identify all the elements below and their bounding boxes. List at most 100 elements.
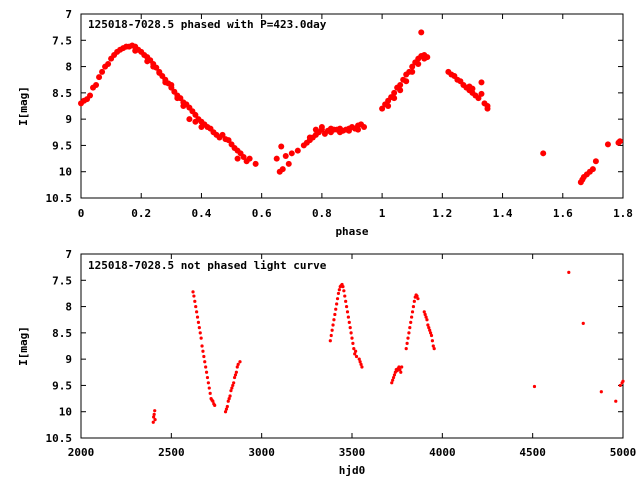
data-point [174,95,181,102]
data-point [397,87,404,94]
data-point [360,365,364,369]
data-point [352,347,356,351]
data-point [589,166,596,173]
data-point [201,349,205,353]
x-tick-label: 2000 [68,446,95,459]
data-point [207,386,211,390]
panel-phased: 125018-7028.5 phased with P=423.0day pha… [17,8,633,238]
data-point [332,318,336,322]
data-point [273,155,280,162]
data-point [344,304,349,309]
data-point [407,331,411,335]
data-point [408,326,412,330]
data-point [614,399,618,403]
data-point [238,360,242,364]
chart-title: 125018-7028.5 not phased light curve [88,259,327,272]
data-point [423,312,427,317]
data-point [318,124,325,131]
data-point [331,323,335,327]
x-tick-label: 0 [78,207,85,220]
x-tick-label: 4000 [429,446,456,459]
x-axis-label: phase [335,225,368,238]
data-point [391,95,398,102]
x-tick-label: 5000 [610,446,637,459]
data-point [400,365,404,369]
data-point [411,304,416,309]
data-point [412,299,416,303]
data-point [285,160,292,167]
data-point [346,315,350,319]
data-point [226,399,230,403]
data-point [567,270,571,274]
data-point [236,362,240,366]
data-point [227,396,231,401]
data-point [379,105,386,112]
data-point [240,153,247,160]
data-point [168,81,175,88]
data-point [234,155,241,162]
x-tick-label: 0.4 [192,207,212,220]
data-point [599,390,603,394]
data-point [406,336,410,340]
data-point [198,331,202,335]
y-tick-label: 7.5 [52,274,72,287]
data-point [397,365,401,369]
data-point [351,341,355,345]
data-point [398,368,402,372]
y-tick-label: 7.5 [52,34,72,47]
data-point [329,333,333,338]
data-point [592,158,599,165]
y-tick-label: 8.5 [52,87,72,100]
data-point [327,129,334,136]
data-point [153,418,157,422]
data-point [330,328,334,332]
data-point [150,63,157,70]
data-point [328,339,332,343]
data-point [213,403,217,408]
data-point [195,315,200,319]
data-points [151,270,625,424]
data-point [336,129,343,136]
data-point [345,310,350,314]
data-point [345,127,352,134]
data-point [225,137,232,144]
data-point [336,291,341,296]
data-point [335,302,339,306]
data-point [409,68,416,75]
data-point [415,294,419,298]
data-point [191,290,195,294]
data-point [341,284,345,289]
x-tick-label: 1.2 [432,207,452,220]
data-point [288,150,295,157]
data-point [391,378,395,382]
data-point [618,383,622,388]
y-tick-label: 9.5 [52,379,72,392]
x-axis-label: hjd0 [339,464,366,477]
data-point [192,118,199,125]
data-point [230,386,234,390]
y-tick-label: 9.5 [52,139,72,152]
data-point [231,383,235,388]
data-point [418,29,425,36]
data-point [246,155,253,162]
data-point [232,375,237,380]
data-point [410,315,414,319]
plot-frame [80,253,624,439]
data-point [357,357,361,361]
data-point [225,404,229,409]
data-point [342,289,346,293]
data-point [616,138,623,145]
data-point [87,92,94,99]
chart-title: 125018-7028.5 phased with P=423.0day [88,18,327,31]
data-point [203,360,207,364]
data-point [430,339,434,343]
data-point [197,326,201,330]
data-point [152,415,156,419]
y-tick-label: 10 [59,166,72,179]
data-point [415,60,422,67]
y-tick-label: 8.5 [52,327,72,340]
data-point [410,310,415,314]
data-point [195,310,199,314]
